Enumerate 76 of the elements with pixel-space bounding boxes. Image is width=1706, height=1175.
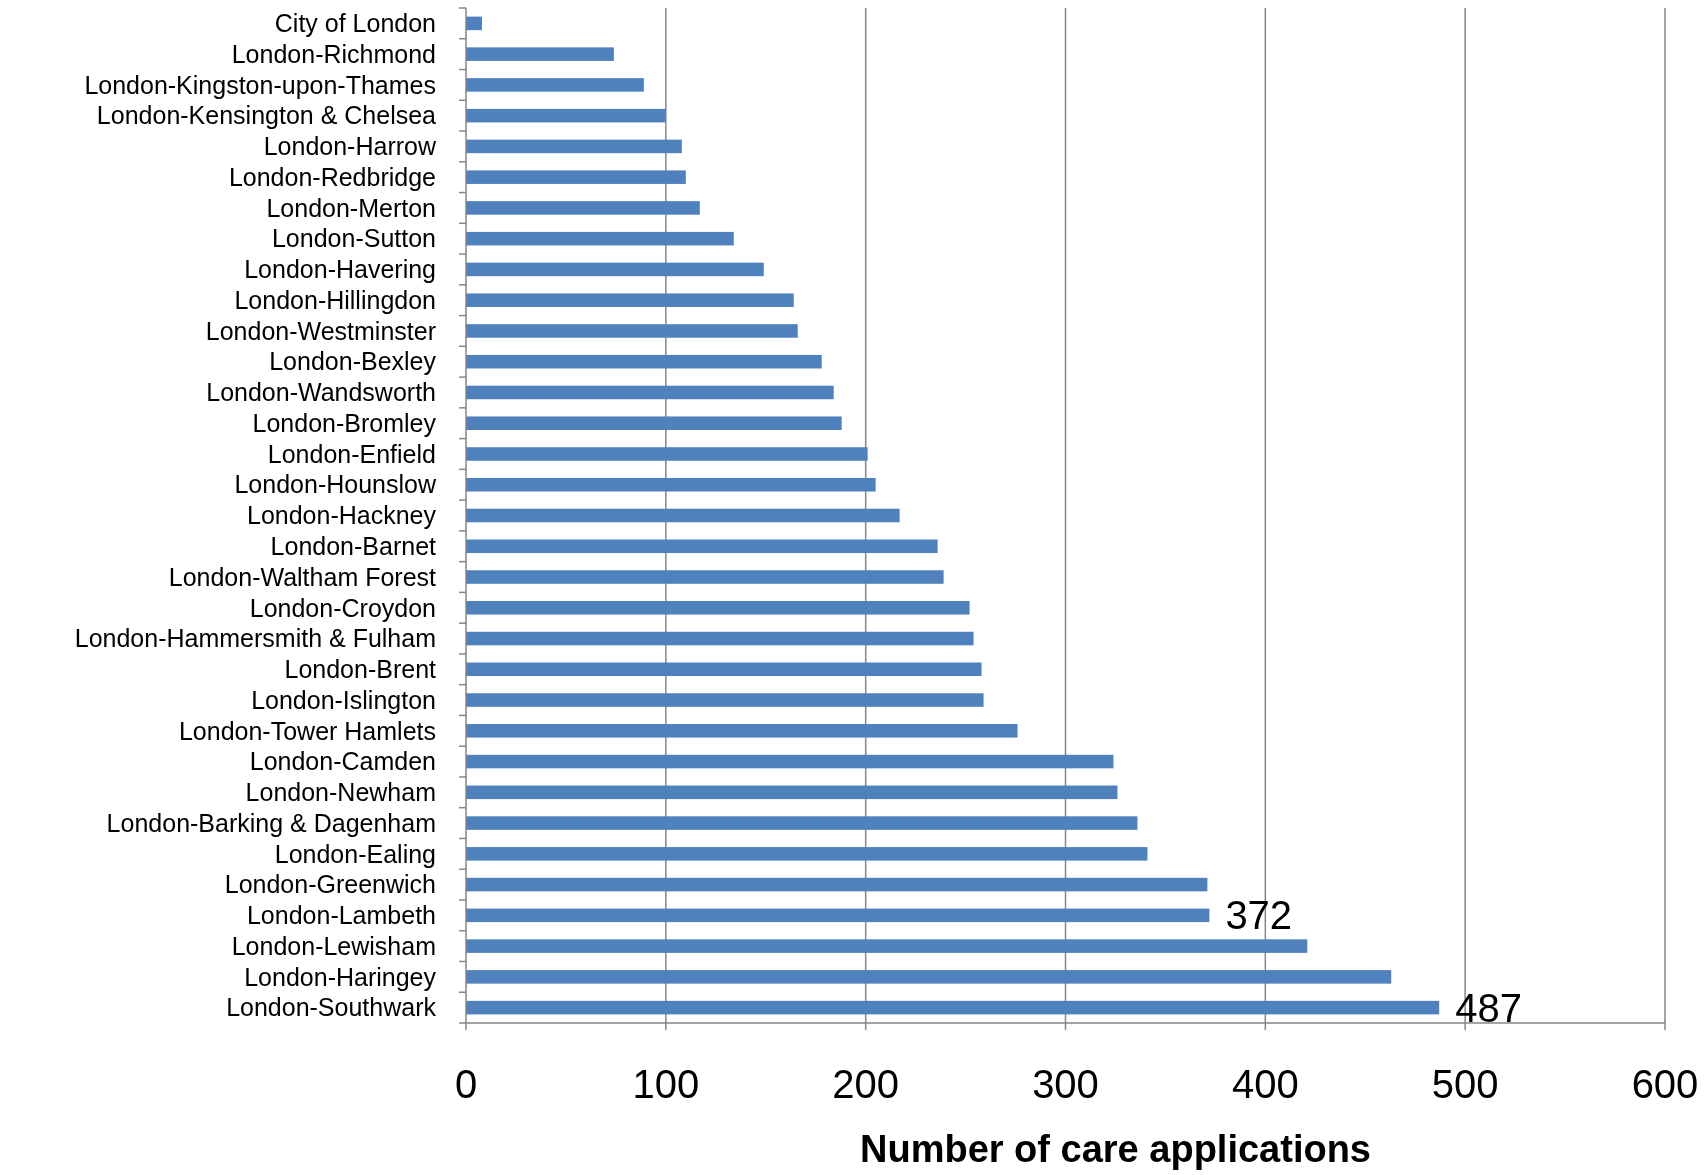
y-tick-label: London-Camden: [249, 747, 436, 776]
bar: [466, 631, 974, 646]
y-tick-label: London-Brent: [284, 655, 437, 684]
y-tick-label: London-Waltham Forest: [168, 562, 437, 591]
y-tick-label: London-Wandsworth: [206, 378, 436, 407]
y-tick-label: London-Croydon: [249, 593, 436, 622]
bar: [466, 970, 1392, 984]
y-tick-label: London-Barking & Dagenham: [106, 808, 436, 837]
bar: [466, 816, 1138, 830]
bar: [466, 724, 1018, 738]
x-tick-label: 600: [1631, 1062, 1699, 1106]
y-tick-label: London-Hackney: [246, 501, 437, 530]
bar: [466, 416, 842, 430]
bar: [466, 262, 764, 277]
y-tick-label: London-Greenwich: [224, 870, 436, 899]
bar: [466, 201, 700, 215]
x-tick-label: 100: [632, 1062, 700, 1106]
y-tick-label: London-Barnet: [270, 532, 437, 561]
y-tick-label: London-Kensington & Chelsea: [96, 101, 437, 130]
y-tick-label: London-Enfield: [267, 439, 436, 468]
y-tick-label: London-Kingston-upon-Thames: [84, 70, 436, 99]
bar: [466, 108, 666, 123]
data-label: 372: [1225, 893, 1293, 938]
y-tick-label: London-Sutton: [271, 224, 436, 253]
x-tick-label: 0: [454, 1062, 478, 1106]
y-tick-label: London-Harrow: [263, 132, 437, 161]
bar: [466, 231, 734, 246]
bar: [466, 754, 1114, 769]
bar: [466, 139, 682, 154]
y-tick-label: London-Lambeth: [246, 901, 436, 930]
x-axis-title: Number of care applications: [859, 1128, 1372, 1170]
y-tick-label: London-Haringey: [244, 962, 437, 991]
x-tick-label: 500: [1431, 1062, 1499, 1106]
bar: [466, 47, 614, 61]
x-tick-label: 200: [832, 1062, 900, 1106]
y-tick-label: London-Westminster: [205, 316, 436, 345]
bar: [466, 877, 1208, 892]
bar: [466, 693, 984, 707]
bar: [466, 170, 686, 184]
bar: [466, 324, 798, 338]
bar: [466, 785, 1118, 800]
bar: [466, 908, 1210, 923]
bar: [466, 570, 944, 584]
bar: [466, 78, 644, 92]
y-tick-label: London-Hounslow: [234, 470, 437, 499]
x-tick-label: 400: [1231, 1062, 1299, 1106]
y-tick-label: London-Merton: [266, 193, 436, 222]
bar: [466, 354, 822, 369]
bar: [466, 601, 970, 615]
y-tick-label: London-Havering: [244, 255, 436, 284]
y-tick-label: London-Bexley: [269, 347, 437, 376]
y-tick-label: London-Bromley: [252, 408, 437, 437]
y-tick-label: London-Tower Hamlets: [178, 716, 436, 745]
y-tick-label: London-Newham: [245, 778, 436, 807]
bar: [466, 508, 900, 523]
x-tick-label: 300: [1032, 1062, 1099, 1106]
bar: [466, 1000, 1440, 1015]
bar: [466, 477, 876, 492]
bar: [466, 847, 1148, 861]
bar: [466, 447, 868, 461]
bar: [466, 385, 834, 400]
bar: [466, 539, 938, 554]
y-tick-label: London-Ealing: [274, 839, 436, 868]
data-label: 487: [1455, 985, 1522, 1030]
y-tick-label: London-Hammersmith & Fulham: [74, 624, 436, 653]
y-tick-label: London-Richmond: [231, 39, 436, 68]
bar: [466, 662, 982, 677]
y-tick-label: London-Redbridge: [228, 162, 436, 191]
y-tick-label: City of London: [274, 9, 436, 38]
y-tick-label: London-Hillingdon: [234, 285, 436, 314]
y-tick-label: London-Southwark: [226, 993, 437, 1022]
y-tick-label: London-Islington: [251, 685, 436, 714]
y-tick-label: London-Lewisham: [231, 931, 436, 960]
bar: [466, 16, 482, 31]
bar: [466, 939, 1308, 953]
bar: [466, 293, 794, 307]
